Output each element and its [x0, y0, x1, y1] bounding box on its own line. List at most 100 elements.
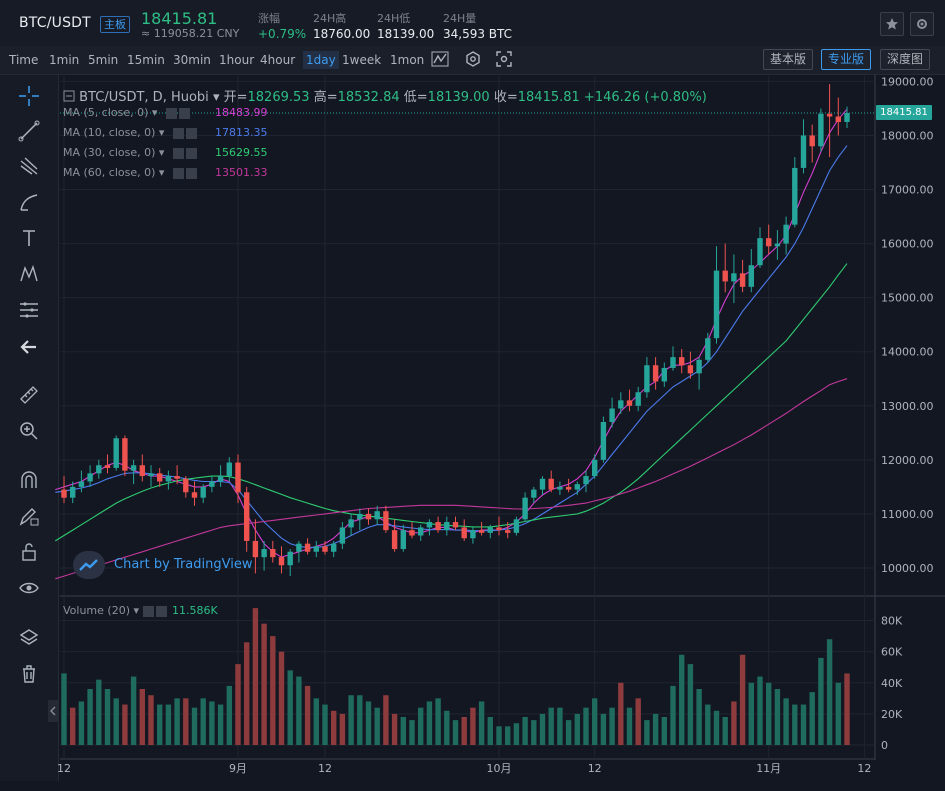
settings-icon[interactable] [172, 147, 184, 159]
close-value: 18415.81 [517, 90, 580, 105]
ma-label[interactable]: MA (5, close, 0) [63, 106, 149, 119]
eye-icon [19, 582, 39, 594]
candle-body [783, 224, 789, 244]
volume-bar [130, 676, 137, 745]
timeframe-1day[interactable]: 1day [303, 51, 339, 69]
settings-button[interactable] [910, 12, 934, 36]
tradingview-credit[interactable]: Chart by TradingView [114, 557, 253, 572]
tradingview-logo[interactable] [73, 551, 105, 579]
volume-bar [731, 701, 737, 745]
candle-body [409, 530, 415, 536]
pro-version-button[interactable]: 专业版 [821, 49, 872, 70]
screenshot-button[interactable] [494, 50, 514, 68]
collapse-toolbar-button[interactable] [48, 700, 58, 722]
trendline-tool[interactable] [16, 118, 42, 144]
chart-symbol-title[interactable]: BTC/USDT, D, Huobi [79, 90, 209, 105]
pattern-tool[interactable] [16, 261, 42, 287]
candle-body [470, 530, 476, 539]
candle-body [391, 530, 398, 550]
collapse-legend-icon[interactable] [63, 90, 75, 102]
lock-drawing-tool[interactable] [16, 503, 42, 529]
ma-label[interactable]: MA (30, close, 0) [63, 146, 156, 159]
brush-tool[interactable] [16, 189, 42, 215]
timeframe-15min[interactable]: 15min [127, 53, 165, 67]
timeframe-5min[interactable]: 5min [88, 53, 119, 67]
candle-body [357, 513, 363, 520]
pattern-icon [20, 264, 38, 282]
chart-settings-button[interactable] [463, 50, 483, 68]
candle-body [70, 486, 76, 498]
close-icon[interactable] [185, 127, 197, 139]
back-tool[interactable] [16, 334, 42, 360]
depth-chart-button[interactable]: 深度图 [880, 49, 931, 70]
volume-bar [418, 707, 424, 745]
ma-legend-row: MA (30, close, 0) ▾ 15629.55 [63, 146, 268, 159]
volume-dropdown-icon[interactable]: ▾ [133, 604, 140, 617]
timeframe-1week[interactable]: 1week [342, 53, 382, 67]
candle-body [244, 492, 250, 541]
ma-label[interactable]: MA (10, close, 0) [63, 126, 156, 139]
volume-bar [513, 723, 520, 745]
candle-body [766, 238, 772, 247]
candle-body [444, 522, 450, 531]
ruler-tool[interactable] [16, 382, 42, 408]
volume-value: 11.586K [172, 604, 218, 617]
pitchfork-tool[interactable] [16, 153, 42, 179]
volume-bar [244, 642, 250, 745]
volume-bar [713, 710, 720, 745]
volume-bar [313, 698, 319, 745]
basic-version-button[interactable]: 基本版 [763, 49, 814, 70]
volume-legend: Volume (20) ▾ 11.586K [63, 604, 218, 617]
volume-bar [548, 707, 554, 745]
timeframe-1min[interactable]: 1min [49, 53, 80, 67]
timeframe-1mon[interactable]: 1mon [390, 53, 425, 67]
zoom-tool[interactable] [16, 418, 42, 444]
text-tool[interactable] [16, 225, 42, 251]
volume-bar [70, 707, 76, 745]
fib-tool[interactable] [16, 297, 42, 323]
lock-tool[interactable] [16, 539, 42, 565]
magnet-tool[interactable] [16, 467, 42, 493]
candle-body [539, 478, 546, 490]
candle-body [792, 167, 798, 225]
symbol-name[interactable]: BTC/USDT [19, 15, 91, 31]
settings-icon[interactable] [172, 167, 184, 179]
settings-icon[interactable] [172, 127, 184, 139]
volume-bar [191, 707, 198, 745]
volume-bar [800, 704, 807, 745]
delete-tool[interactable] [16, 661, 42, 687]
volume-bar [461, 717, 467, 745]
candle-body [130, 465, 137, 471]
settings-icon[interactable] [165, 107, 177, 119]
ma-label[interactable]: MA (60, close, 0) [63, 166, 156, 179]
layers-tool[interactable] [16, 625, 42, 651]
close-icon[interactable] [185, 167, 197, 179]
camera-icon [496, 51, 512, 67]
close-icon[interactable] [185, 147, 197, 159]
candle-body [652, 365, 659, 382]
ohlc-legend: BTC/USDT, D, Huobi ▾ 开=18269.53 高=18532.… [63, 86, 707, 105]
candle-body [609, 408, 615, 422]
volume-bar [87, 689, 93, 745]
candle-body [165, 476, 172, 482]
unlock-icon [22, 543, 36, 561]
volume-bar [252, 608, 259, 745]
timeframe-4hour[interactable]: 4hour [260, 53, 296, 67]
volume-bar [209, 701, 215, 745]
visibility-tool[interactable] [16, 575, 42, 601]
volume-bar [217, 704, 224, 745]
timeframe-1hour[interactable]: 1hour [219, 53, 255, 67]
close-icon[interactable] [178, 107, 190, 119]
ma30-line [55, 263, 848, 542]
symbol-dropdown-icon[interactable]: ▾ [212, 90, 220, 105]
timeframe-30min[interactable]: 30min [173, 53, 211, 67]
indicator-button[interactable] [430, 50, 450, 68]
settings-icon[interactable] [142, 605, 154, 617]
favorite-button[interactable] [880, 12, 904, 36]
ma-legend-row: MA (60, close, 0) ▾ 13501.33 [63, 166, 268, 179]
candle-body [731, 273, 737, 282]
crosshair-tool[interactable] [16, 83, 42, 109]
close-icon[interactable] [155, 605, 167, 617]
timeframe-time[interactable]: Time [9, 53, 39, 67]
